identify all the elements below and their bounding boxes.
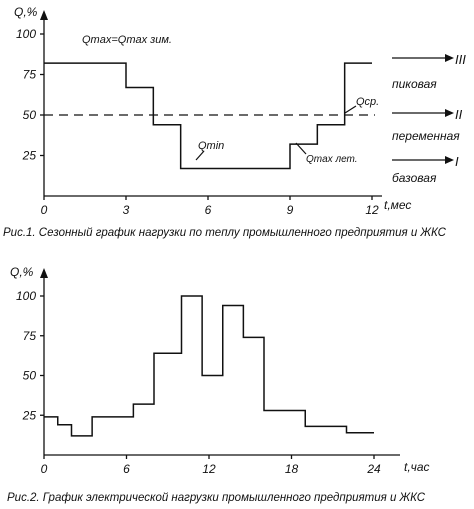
chart1-y-axis-label: Q,% xyxy=(14,5,38,19)
chart2-y-axis-arrow xyxy=(40,268,48,278)
chart1-annotation-qmin: Qmin xyxy=(198,140,224,152)
chart2-x-tick-label: 24 xyxy=(366,462,381,476)
chart1-y-tick-label: 50 xyxy=(23,108,37,122)
chart1-y-tick-label: 100 xyxy=(16,27,36,41)
chart1-zone2-label: переменная xyxy=(392,129,460,143)
chart2-x-tick-label: 18 xyxy=(285,462,299,476)
chart-2: Q,% t,час 25 50 75 100 0 6 12 18 24 Рис.2. Граф… xyxy=(7,265,430,504)
chart2-y-tick-label: 75 xyxy=(23,329,37,343)
chart2-load-step-line xyxy=(44,295,374,437)
chart1-x-tick-label: 3 xyxy=(123,203,130,217)
chart2-y-axis-label: Q,% xyxy=(10,265,34,279)
chart1-y-tick-label: 75 xyxy=(23,68,37,82)
chart1-annotation-qmax-winter: Qmax=Qmax зим. xyxy=(82,34,172,46)
chart1-average-leader xyxy=(344,105,357,114)
chart2-x-tick-label: 0 xyxy=(41,462,48,476)
chart1-x-tick-label: 6 xyxy=(205,203,212,217)
chart1-load-step-line xyxy=(44,62,372,170)
chart1-x-tick-label: 12 xyxy=(365,203,379,217)
chart1-x-ticks: 0 3 6 9 12 xyxy=(41,196,379,217)
chart2-y-tick-label: 50 xyxy=(23,369,37,383)
chart1-x-tick-label: 9 xyxy=(287,203,294,217)
chart1-caption: Рис.1. Сезонный график нагрузки по теплу… xyxy=(3,227,447,239)
chart2-y-tick-label: 25 xyxy=(22,408,37,422)
chart-1: Q,% t,мес 25 50 75 100 0 3 6 9 12 Qmax=Qmax зим… xyxy=(3,5,466,239)
chart2-x-tick-label: 6 xyxy=(123,462,130,476)
chart2-x-tick-label: 12 xyxy=(202,462,216,476)
chart1-y-axis-arrow xyxy=(40,10,48,20)
chart1-annotation-qmax-summer: Qmax лет. xyxy=(306,154,358,165)
chart1-y-tick-label: 25 xyxy=(22,149,37,163)
chart2-caption: Рис.2. График электрической нагрузки про… xyxy=(7,492,426,504)
chart1-zone1-label: базовая xyxy=(392,171,437,185)
chart1-annotation-qmin-leader xyxy=(195,150,205,161)
chart2-y-tick-label: 100 xyxy=(16,289,36,303)
chart1-x-tick-label: 0 xyxy=(41,203,48,217)
chart1-x-axis-label: t,мес xyxy=(384,198,411,212)
chart2-y-ticks: 25 50 75 100 xyxy=(16,289,44,422)
chart1-y-ticks: 25 50 75 100 xyxy=(16,27,44,163)
chart1-annotation-qmax-summer-leader xyxy=(295,142,307,155)
chart1-zone3-arrowhead xyxy=(445,54,454,62)
chart2-x-ticks: 0 6 12 18 24 xyxy=(41,455,381,476)
chart1-zone3-numeral: III xyxy=(455,52,466,67)
chart1-zone2-arrowhead xyxy=(445,109,454,117)
chart1-zone3-label: пиковая xyxy=(392,77,437,91)
chart1-zone1-numeral: I xyxy=(455,154,459,169)
chart2-x-axis-label: t,час xyxy=(404,460,430,474)
chart1-zone1-arrowhead xyxy=(445,156,454,164)
chart1-zone2-numeral: II xyxy=(455,107,463,122)
chart1-average-label: Qср. xyxy=(356,96,379,108)
